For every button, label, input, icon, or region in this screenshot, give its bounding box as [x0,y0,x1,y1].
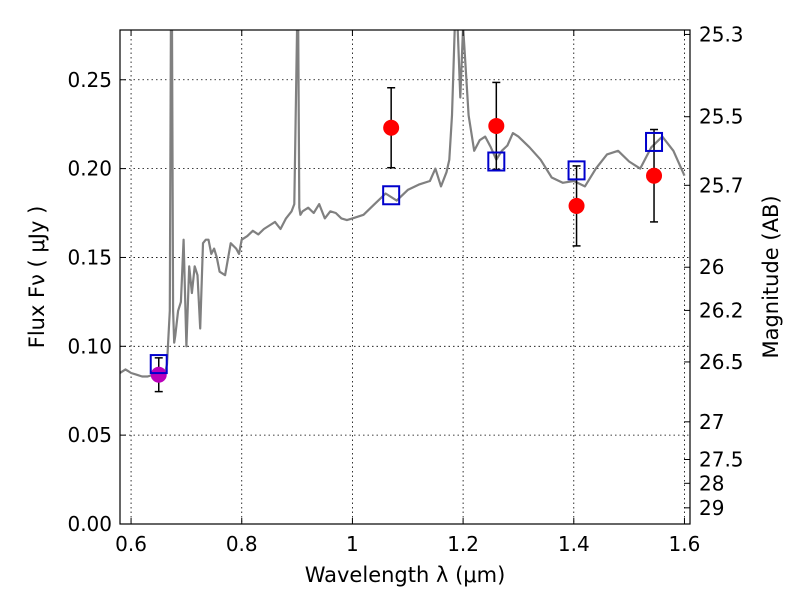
plot-frame [119,29,691,525]
y-tick-label: 0.10 [67,334,112,358]
right-tick-label: 28 [699,471,724,495]
grid [120,30,690,524]
right-tick-label: 25.3 [699,22,744,46]
y-tick-label: 0.15 [67,245,112,269]
model-flux-square [567,160,586,181]
model-flux-square [487,151,506,172]
x-tick-label: 1.4 [558,532,590,556]
x-tick-label: 1.6 [669,532,701,556]
data-layer [120,30,686,393]
right-tick-label: 26.2 [699,298,744,322]
photometry-point [150,366,167,383]
right-tick-label: 29 [699,496,724,520]
photometry-point [383,119,400,136]
y-tick-label: 0.00 [67,512,112,536]
model-spectrum-line [120,30,686,380]
axes: 0.6 0.8 1 1.2 1.4 1.6 0.00 0.05 0.10 0.15 0.20 0.25… [67,22,743,556]
right-tick-label: 25.5 [699,105,744,129]
right-tick-label: 27.5 [699,447,744,471]
x-tick-label: 0.8 [226,532,258,556]
model-flux-square [645,131,664,152]
right-tick-label: 25.7 [699,173,744,197]
model-flux-square [382,185,401,206]
right-axis-label: Magnitude (AB) [759,195,783,358]
right-tick-label: 26 [699,255,724,279]
x-tick-label: 1.2 [447,532,479,556]
right-tick-label: 26.5 [699,350,744,374]
right-tick-label: 27 [699,410,724,434]
photometry-point [646,167,663,184]
x-tick-label: 0.6 [115,532,147,556]
y-axis-label: Flux Fν ( μJy ) [25,206,49,349]
model-flux-square [149,354,168,375]
photometry-point [488,117,505,134]
x-axis-label: Wavelength λ (μm) [305,563,506,587]
x-tick-label: 1 [346,532,359,556]
y-tick-label: 0.25 [67,68,112,92]
photometry-point [568,197,585,214]
y-tick-label: 0.05 [67,423,112,447]
y-tick-label: 0.20 [67,157,112,181]
